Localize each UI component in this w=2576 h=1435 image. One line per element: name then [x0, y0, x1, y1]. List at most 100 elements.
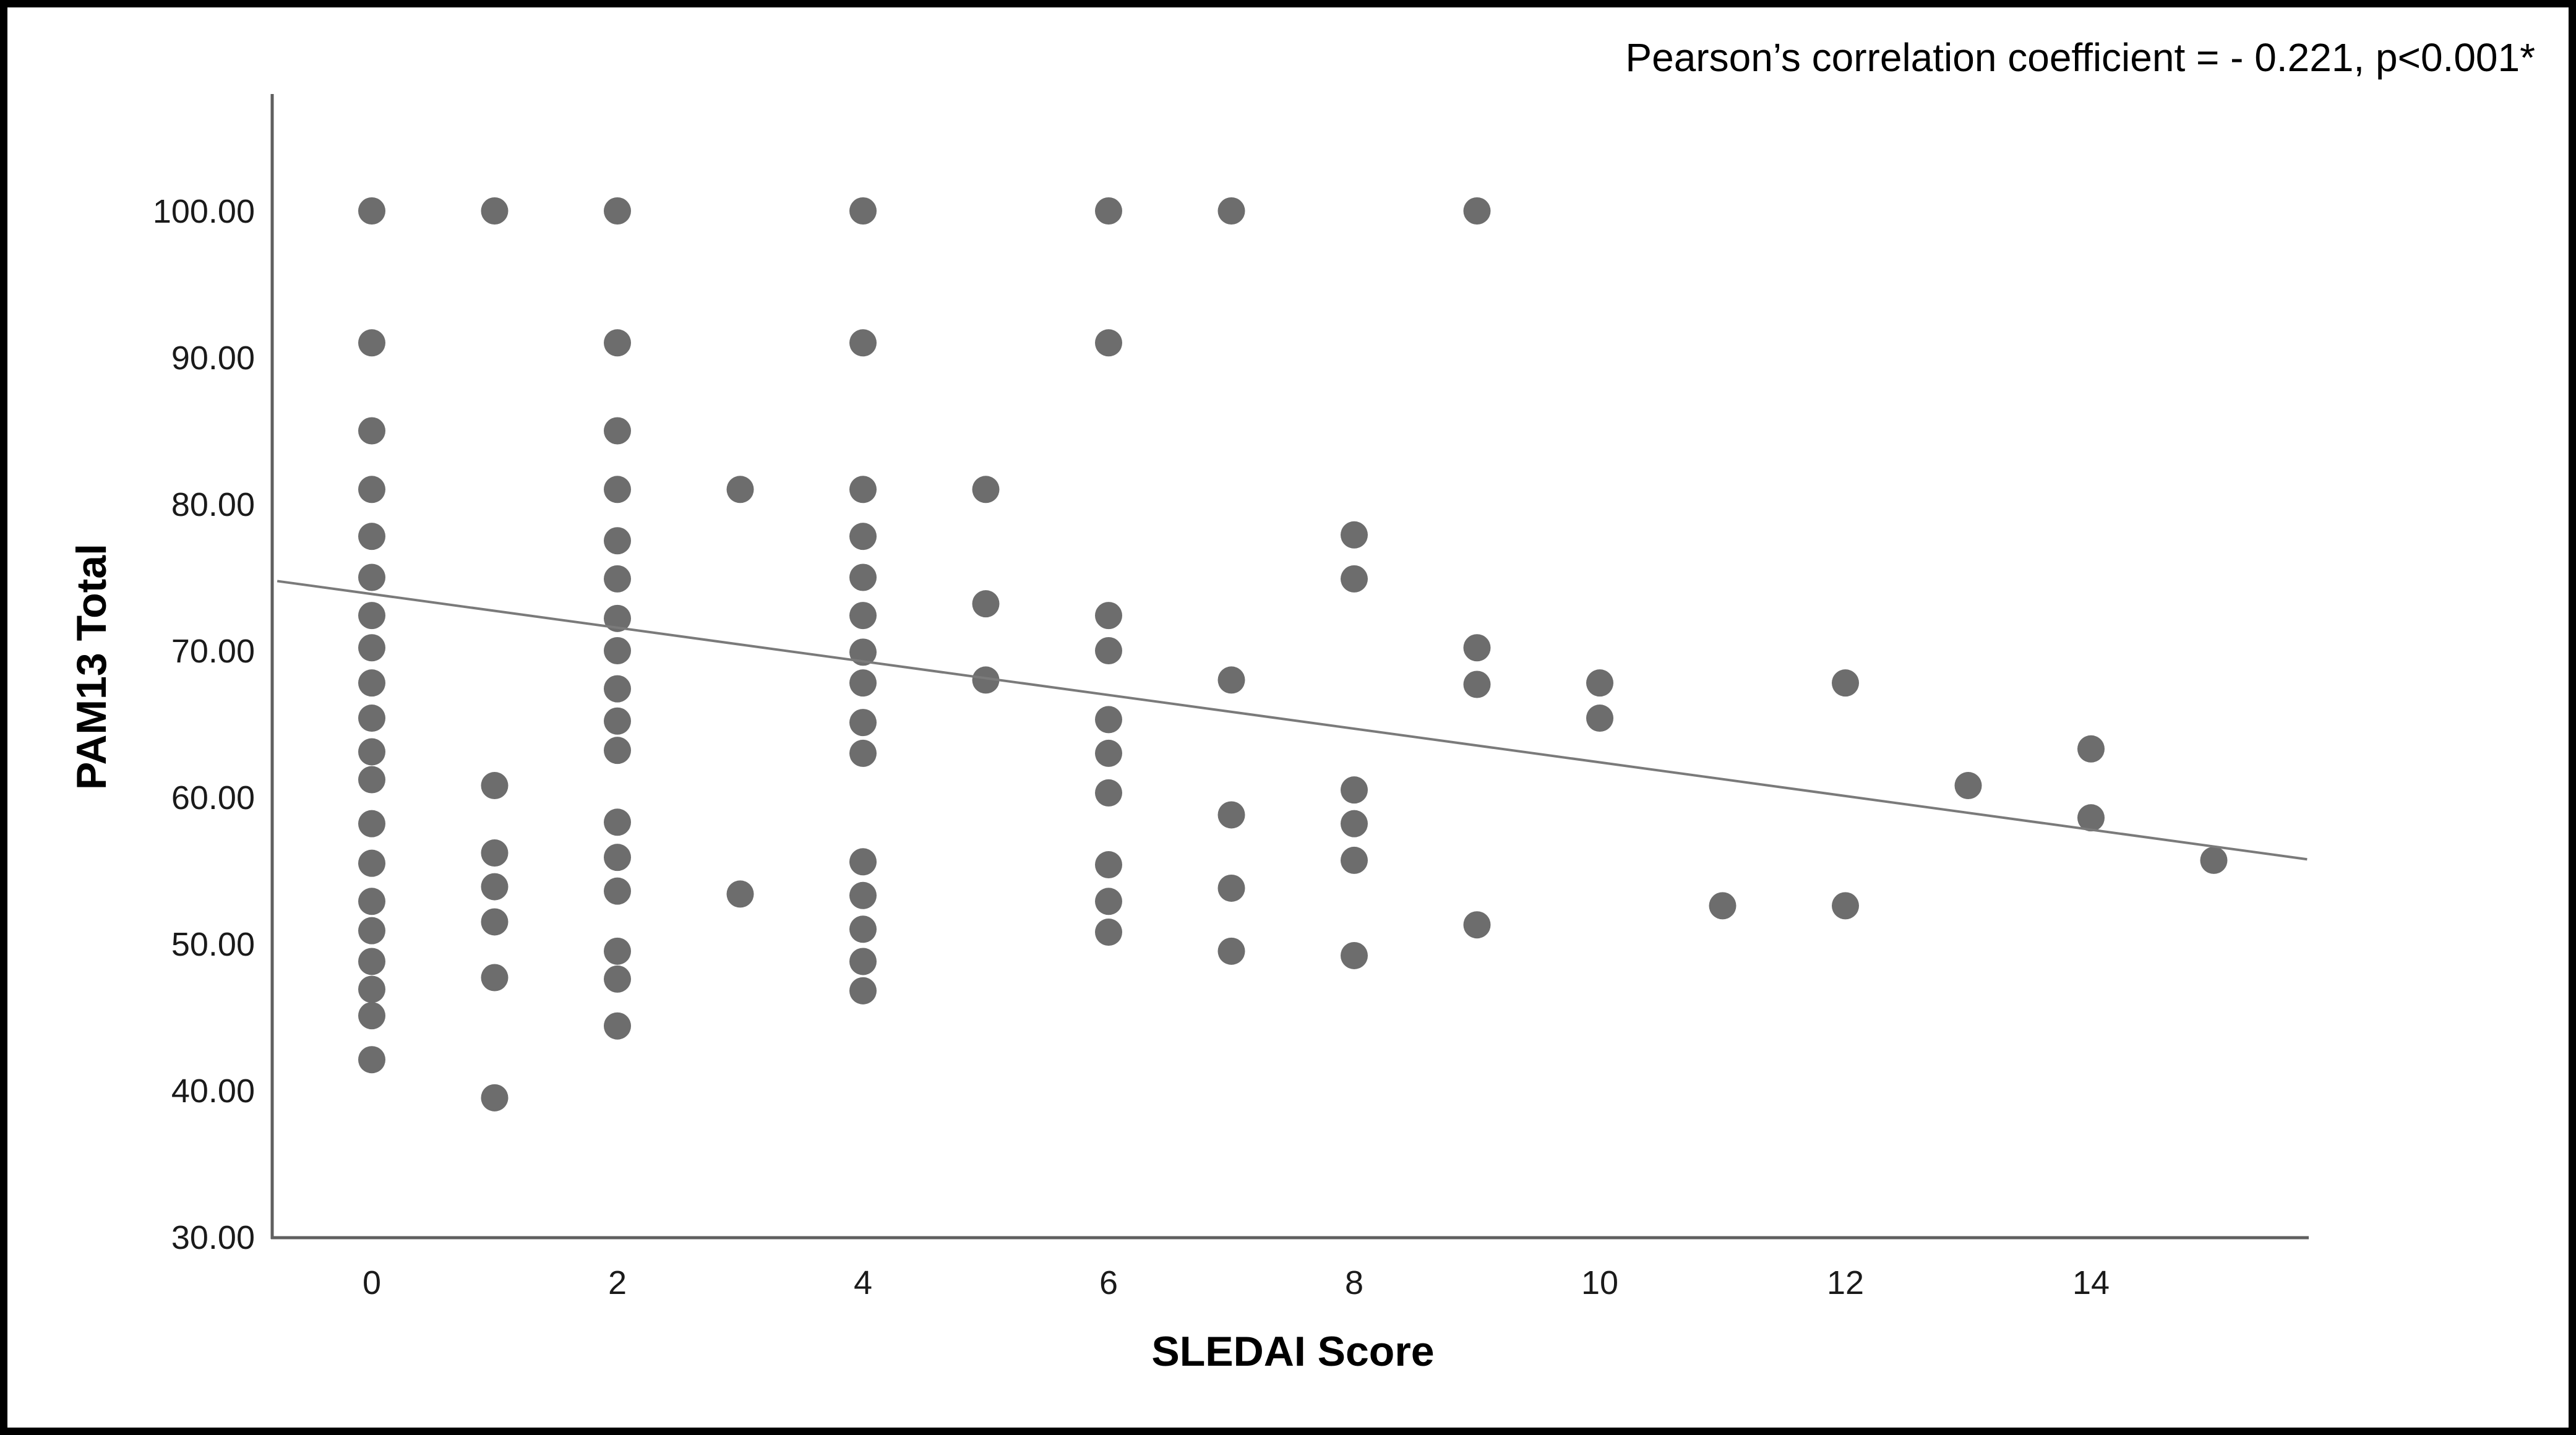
data-point	[358, 849, 385, 877]
data-point	[358, 329, 385, 357]
data-point	[481, 772, 509, 800]
y-tick-label: 80.00	[171, 486, 255, 523]
data-point	[1463, 911, 1491, 939]
data-point	[1709, 892, 1737, 920]
data-point	[849, 602, 877, 630]
data-point	[481, 908, 509, 936]
data-point	[481, 197, 509, 225]
data-point	[1095, 637, 1122, 664]
data-point	[849, 915, 877, 943]
data-point	[726, 880, 754, 908]
data-point	[358, 197, 385, 225]
data-point	[358, 888, 385, 915]
y-tick-label: 40.00	[171, 1073, 255, 1110]
data-point	[849, 948, 877, 975]
data-point	[604, 844, 631, 872]
y-tick-label: 60.00	[171, 779, 255, 816]
data-point	[604, 329, 631, 357]
data-point	[1217, 801, 1245, 829]
data-point	[604, 808, 631, 836]
data-point	[481, 839, 509, 867]
fit-line	[277, 580, 2308, 861]
data-point	[849, 709, 877, 737]
y-tick-label: 70.00	[171, 633, 255, 670]
data-point	[358, 1046, 385, 1074]
x-tick-label: 0	[363, 1264, 381, 1301]
data-point	[358, 602, 385, 630]
data-point	[1095, 602, 1122, 630]
data-point	[1095, 329, 1122, 357]
data-point	[358, 948, 385, 975]
correlation-annotation: Pearson’s correlation coefficient = - 0.…	[1625, 35, 2535, 80]
data-point	[604, 197, 631, 225]
data-point	[1463, 634, 1491, 662]
data-point	[358, 810, 385, 837]
data-point	[849, 197, 877, 225]
data-point	[972, 666, 1000, 694]
data-point	[1463, 670, 1491, 698]
data-point	[1217, 666, 1245, 694]
data-point	[1832, 892, 1859, 920]
data-point	[358, 975, 385, 1003]
data-point	[1217, 937, 1245, 965]
x-tick-label: 6	[1099, 1264, 1118, 1301]
y-axis-title: PAM13 Total	[68, 544, 115, 790]
data-point	[849, 638, 877, 666]
data-point	[1095, 779, 1122, 807]
data-point	[358, 738, 385, 766]
data-point	[2200, 846, 2228, 874]
data-point	[358, 1002, 385, 1030]
data-point	[1095, 739, 1122, 767]
data-point	[849, 563, 877, 591]
x-tick-label: 12	[1827, 1264, 1864, 1301]
data-point	[1341, 521, 1368, 549]
data-point	[2077, 735, 2105, 763]
data-point	[604, 476, 631, 503]
data-point	[358, 705, 385, 732]
data-point	[1095, 919, 1122, 946]
x-axis-title: SLEDAI Score	[1151, 1328, 1435, 1375]
x-tick-label: 8	[1345, 1264, 1363, 1301]
data-point	[1217, 874, 1245, 902]
data-point	[604, 565, 631, 593]
data-point	[1341, 776, 1368, 804]
data-point	[726, 476, 754, 503]
data-point	[849, 669, 877, 697]
data-point	[604, 637, 631, 664]
data-point	[358, 523, 385, 550]
data-point	[604, 417, 631, 445]
data-point	[849, 977, 877, 1004]
data-point	[849, 739, 877, 767]
data-point	[2077, 804, 2105, 832]
data-point	[358, 634, 385, 662]
data-point	[1341, 810, 1368, 837]
y-tick-label: 50.00	[171, 926, 255, 963]
data-point	[358, 563, 385, 591]
data-point	[1832, 669, 1859, 697]
data-point	[358, 417, 385, 445]
data-point	[972, 476, 1000, 503]
data-point	[1341, 846, 1368, 874]
data-point	[849, 881, 877, 909]
data-point	[481, 964, 509, 992]
data-point	[604, 1012, 631, 1040]
data-point	[1463, 197, 1491, 225]
data-point	[1095, 851, 1122, 879]
data-point	[1095, 888, 1122, 915]
data-point	[1341, 565, 1368, 593]
data-point	[358, 766, 385, 794]
data-point	[849, 848, 877, 876]
data-point	[604, 527, 631, 555]
data-point	[849, 523, 877, 550]
data-point	[1586, 705, 1613, 732]
data-point	[358, 476, 385, 503]
data-point	[604, 675, 631, 703]
x-tick-label: 10	[1581, 1264, 1618, 1301]
data-point	[481, 1084, 509, 1112]
data-point	[604, 965, 631, 993]
data-point	[604, 937, 631, 965]
data-point	[1095, 706, 1122, 734]
